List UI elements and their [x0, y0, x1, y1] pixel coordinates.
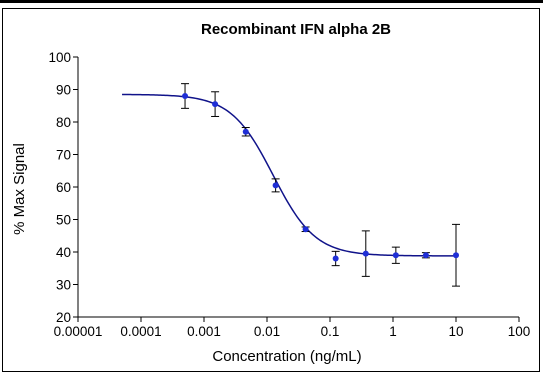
data-point-group [241, 127, 250, 137]
y-tick-label: 90 [56, 83, 71, 98]
data-point [362, 250, 369, 257]
data-point-group [391, 246, 400, 264]
y-tick-label: 40 [56, 245, 71, 260]
data-point [453, 252, 459, 259]
y-tick-label: 70 [56, 148, 71, 163]
x-tick-label: 1 [389, 324, 397, 339]
data-point-group [301, 226, 310, 233]
data-point [182, 93, 189, 99]
x-tick-label: 0.001 [187, 324, 221, 339]
y-tick-label: 100 [48, 50, 71, 65]
data-point-group [331, 250, 340, 267]
plot-area: 20 30 40 50 60 70 80 90 100 0.00001 0.0001 0.001 0.0… [48, 50, 530, 339]
y-tick-label: 30 [56, 278, 71, 293]
y-axis-label: % Max Signal [11, 143, 28, 235]
y-tick-label: 80 [56, 115, 71, 130]
top-bar [0, 0, 543, 3]
data-point [212, 101, 219, 108]
y-tick-label: 20 [56, 310, 71, 325]
x-tick-label: 0.00001 [54, 324, 103, 339]
x-tick-label: 0.1 [321, 324, 340, 339]
x-axis-label: Concentration (ng/mL) [212, 348, 361, 365]
y-tick-label: 50 [56, 213, 71, 228]
data-point-group [452, 223, 460, 287]
data-point-group [361, 230, 370, 277]
data-point [272, 182, 279, 189]
fit-curve [122, 93, 456, 257]
figure-border [2, 8, 540, 372]
x-tick-label: 10 [448, 324, 463, 339]
y-tick-label: 60 [56, 180, 71, 195]
data-point-group [211, 91, 220, 117]
data-point [332, 255, 339, 262]
data-point-group [421, 252, 430, 259]
data-point [302, 226, 309, 233]
chart-title: Recombinant IFN alpha 2B [201, 21, 391, 38]
data-point [392, 252, 399, 259]
data-point [242, 128, 249, 135]
data-point-group [271, 178, 280, 193]
x-tick-label: 100 [508, 324, 531, 339]
data-point-group [181, 83, 190, 109]
data-point [422, 252, 429, 259]
x-tick-label: 0.0001 [120, 324, 161, 339]
x-tick-label: 0.01 [254, 324, 280, 339]
